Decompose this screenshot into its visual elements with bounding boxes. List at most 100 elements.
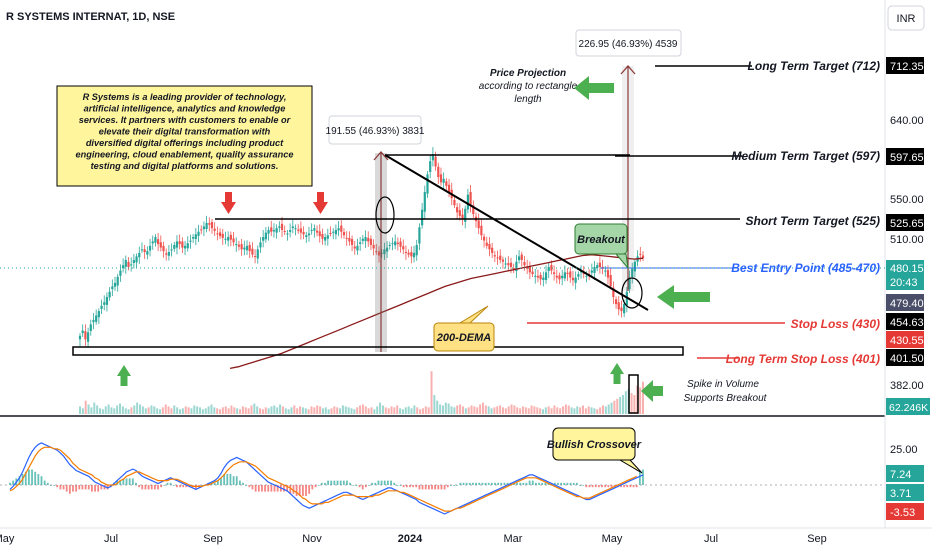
candle-body: [283, 230, 286, 232]
candle-body: [181, 241, 184, 248]
histogram-bar: [213, 482, 216, 485]
histogram-bar: [87, 485, 90, 490]
histogram-bar: [157, 485, 159, 490]
histogram-bar: [135, 482, 137, 485]
price-tag-ema-text: 479.40: [890, 298, 924, 310]
dema-label: 200-DEMA: [436, 332, 491, 344]
description-line: elevate their digital transformation wit…: [99, 127, 271, 137]
candle-body: [466, 194, 470, 210]
x-tick-2024: 2024: [398, 533, 423, 545]
candle-body: [130, 264, 133, 266]
volume-bar: [407, 406, 410, 414]
candle-body: [531, 271, 534, 275]
candle-body: [491, 247, 494, 253]
downtrend-line[interactable]: [384, 154, 649, 311]
candle-body: [194, 234, 197, 240]
volume-bar: [136, 402, 139, 414]
histogram-bar: [251, 485, 254, 490]
crossover-box[interactable]: [552, 427, 636, 461]
histogram-bar: [484, 482, 487, 485]
histogram-bar: [128, 478, 131, 485]
support-rectangle[interactable]: [72, 346, 684, 356]
candle-body: [553, 272, 556, 275]
indicator-tag-down: -3.53: [886, 503, 924, 520]
candle-body: [415, 244, 418, 256]
candle-body: [95, 315, 98, 322]
candle-body: [520, 254, 523, 260]
volume-bar: [379, 402, 382, 414]
candle-body: [253, 256, 257, 258]
candle-body: [248, 245, 251, 252]
candle-body: [604, 270, 607, 272]
histogram-bar: [40, 476, 43, 485]
candle-body: [507, 263, 510, 266]
volume-bar: [564, 404, 567, 414]
volume-bar: [170, 408, 173, 414]
candle-body: [208, 223, 211, 225]
currency-button[interactable]: [887, 5, 925, 31]
histogram-bar: [12, 480, 15, 485]
description-line: R Systems is a leading provider of techn…: [83, 92, 287, 102]
volume-bar: [567, 405, 570, 414]
price-scale-640: 640.00: [890, 115, 924, 127]
histogram-bar: [572, 482, 575, 485]
volume-bar: [396, 405, 399, 414]
histogram-bar: [399, 485, 402, 486]
histogram-bar: [456, 485, 459, 486]
volume-bar: [161, 407, 164, 414]
red-arrow-1: [221, 192, 236, 214]
histogram-bar: [421, 485, 424, 490]
candle-body: [232, 238, 235, 243]
candle-body: [278, 226, 281, 228]
candle-body: [612, 287, 615, 298]
histogram-bar: [620, 485, 622, 488]
candle-body: [620, 307, 623, 312]
volume-bar: [99, 408, 102, 414]
symbol-title[interactable]: R SYSTEMS INTERNAT, 1D, NSE: [6, 11, 175, 23]
histogram-bar: [358, 485, 361, 488]
candle-body: [135, 256, 138, 263]
candle-body: [431, 154, 434, 161]
volume-bar: [393, 407, 396, 414]
histogram-bar: [352, 485, 355, 486]
volume-bar: [107, 404, 110, 414]
price-tag-last: 480.15 20:43: [886, 260, 924, 290]
volume-bar: [507, 406, 510, 414]
volume-bar: [599, 407, 602, 414]
volume-bar: [281, 406, 284, 414]
histogram-bar: [610, 485, 613, 488]
histogram-bar: [412, 485, 415, 488]
candle-body: [81, 330, 84, 334]
volume-bar: [556, 407, 559, 414]
candle-body: [590, 270, 593, 273]
candle-body: [165, 253, 168, 255]
breakout-box[interactable]: [574, 223, 628, 255]
indicator-pane[interactable]: [0, 417, 885, 527]
volume-bar: [201, 409, 204, 414]
breakout-circle-1: [375, 196, 395, 234]
candle-body: [631, 268, 634, 278]
volume-bar: [213, 407, 216, 414]
volume-bar: [153, 406, 156, 414]
candle-body: [550, 264, 553, 271]
dema-pointer: [458, 305, 489, 324]
price-tag-401-text: 401.50: [890, 353, 924, 365]
volume-bar: [593, 408, 596, 414]
histogram-bar: [632, 485, 635, 488]
volume-bar: [193, 405, 196, 414]
price-candles: [78, 147, 645, 348]
price-tag-454-text: 454.63: [890, 317, 924, 329]
histogram-bar: [503, 482, 506, 485]
candle-body: [272, 229, 276, 232]
histogram-bar: [238, 480, 241, 485]
candle-body: [429, 161, 432, 173]
histogram-bar: [317, 485, 320, 486]
candle-body: [159, 242, 162, 248]
volume-bar: [476, 407, 479, 414]
description-box[interactable]: [56, 85, 313, 187]
volume-bar: [419, 409, 422, 414]
candle-body: [464, 208, 467, 222]
volume-bar: [299, 406, 302, 414]
volume-bar: [241, 406, 244, 414]
histogram-bar: [598, 485, 600, 488]
